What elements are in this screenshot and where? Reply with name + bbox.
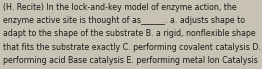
Text: (H. Recite) In the lock-and-key model of enzyme action, the: (H. Recite) In the lock-and-key model of… <box>3 3 236 12</box>
Text: adapt to the shape of the substrate B. a rigid, nonflexible shape: adapt to the shape of the substrate B. a… <box>3 29 255 38</box>
Text: that fits the substrate exactly C. performing covalent catalysis D.: that fits the substrate exactly C. perfo… <box>3 43 260 51</box>
Text: enzyme active site is thought of as______. a. adjusts shape to: enzyme active site is thought of as_____… <box>3 16 245 25</box>
Text: performing acid Base catalysis E. performing metal Ion Catalysis: performing acid Base catalysis E. perfor… <box>3 56 258 65</box>
